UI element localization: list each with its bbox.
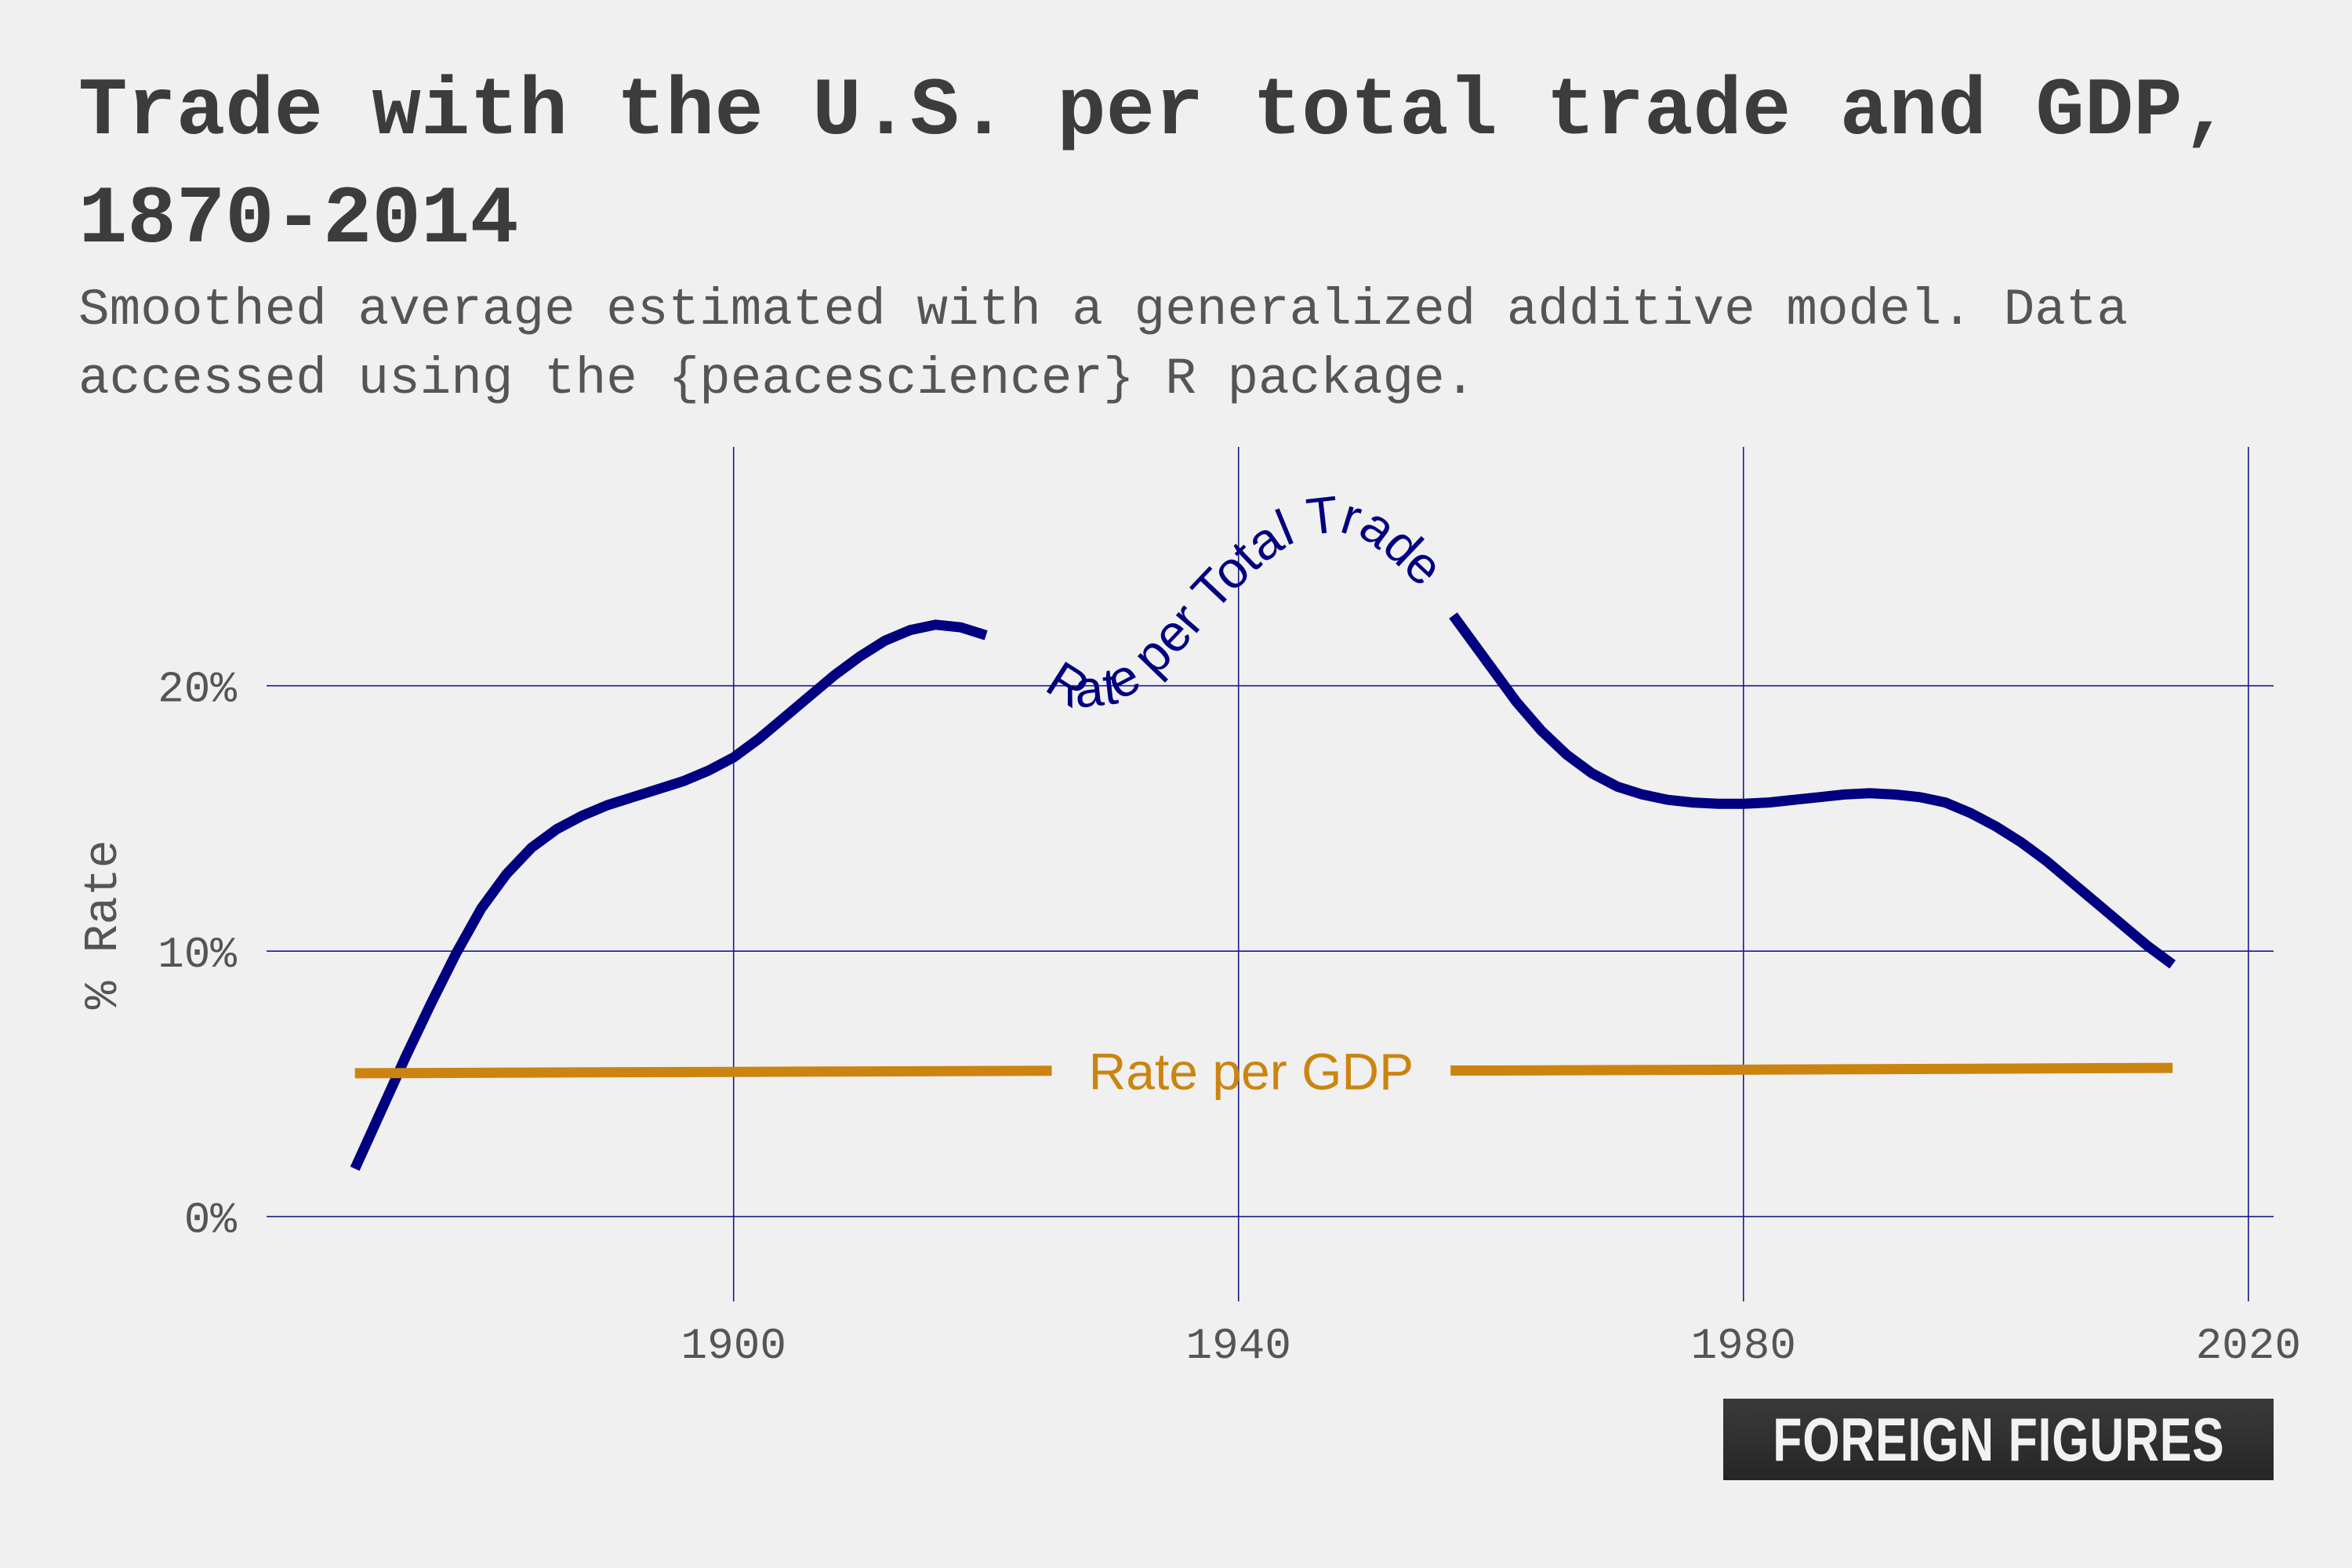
logo-text: FOREIGN FIGURES xyxy=(1772,1404,2225,1474)
chart-subtitle: Smoothed average estimated with a genera… xyxy=(78,281,2129,408)
chart-title: Trade with the U.S. per total trade and … xyxy=(78,66,2232,267)
y-axis-ticks: 0% 10% 20% xyxy=(158,665,237,1246)
series-line-rate-per-gdp xyxy=(1450,1062,2173,1076)
x-axis-ticks: 1900 1940 1980 2020 xyxy=(681,1321,2301,1371)
x-tick-label: 2020 xyxy=(2196,1321,2301,1371)
series-lines xyxy=(350,612,2176,1171)
series-line-rate-per-gdp xyxy=(354,1065,1052,1079)
y-tick-label: 0% xyxy=(184,1196,238,1246)
foreign-figures-logo: FOREIGN FIGURES xyxy=(1723,1399,2274,1480)
series-line-rate-per-total-trade xyxy=(350,619,988,1171)
grid-lines xyxy=(267,447,2274,1301)
series-labels: Rate per Total Trade Rate per GDP xyxy=(1037,485,1455,1100)
x-tick-label: 1980 xyxy=(1691,1321,1796,1371)
x-tick-label: 1900 xyxy=(681,1321,786,1371)
y-tick-label: 10% xyxy=(158,930,237,980)
series-label-rate-per-total-trade: Rate per Total Trade xyxy=(1037,485,1455,718)
series-label-rate-per-gdp: Rate per GDP xyxy=(1089,1042,1414,1100)
x-tick-label: 1940 xyxy=(1186,1321,1291,1371)
y-axis-label: % Rate xyxy=(78,840,131,1009)
series-line-rate-per-total-trade xyxy=(1449,612,2176,969)
y-tick-label: 20% xyxy=(158,665,237,715)
